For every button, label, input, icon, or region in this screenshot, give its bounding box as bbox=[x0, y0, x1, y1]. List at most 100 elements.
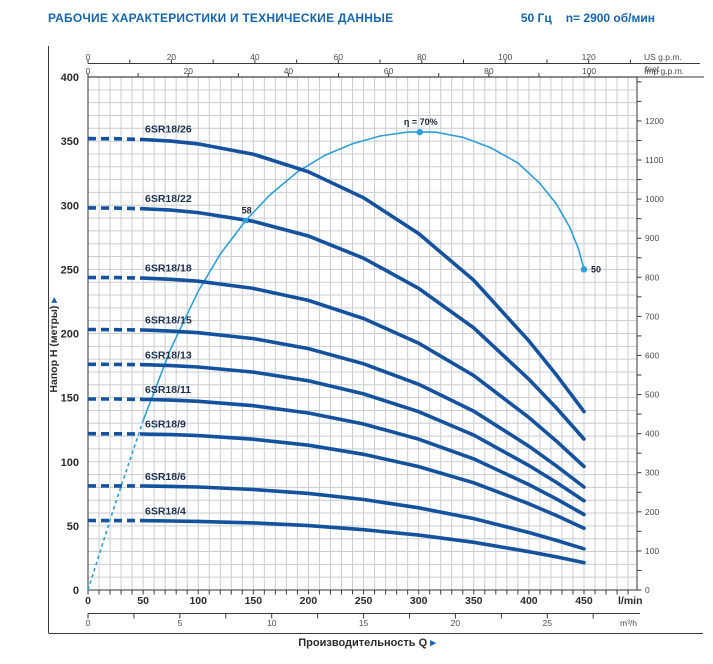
frequency-label: 50 Гц bbox=[520, 11, 552, 25]
svg-text:0: 0 bbox=[73, 585, 79, 597]
page-frame bbox=[48, 46, 703, 634]
svg-text:350: 350 bbox=[61, 136, 79, 148]
svg-text:400: 400 bbox=[645, 429, 659, 439]
svg-text:25: 25 bbox=[543, 618, 553, 628]
efficiency-markers: 58 η = 70% 50 bbox=[242, 117, 601, 274]
svg-text:60: 60 bbox=[384, 66, 394, 76]
svg-text:80: 80 bbox=[484, 66, 494, 76]
curve-label-6sr18-22: 6SR18/22 bbox=[145, 193, 192, 205]
svg-text:10: 10 bbox=[267, 618, 277, 628]
svg-text:1200: 1200 bbox=[645, 116, 664, 126]
us-gpm-unit-label: US g.p.m. bbox=[644, 52, 682, 62]
svg-text:400: 400 bbox=[61, 72, 79, 84]
svg-text:0: 0 bbox=[86, 618, 91, 628]
svg-text:100: 100 bbox=[189, 595, 207, 607]
svg-text:50: 50 bbox=[137, 595, 149, 607]
svg-text:800: 800 bbox=[645, 272, 659, 282]
svg-text:300: 300 bbox=[645, 468, 659, 478]
svg-text:1100: 1100 bbox=[645, 155, 664, 165]
y-axis-title: Напор H (метры) ▸ bbox=[48, 297, 60, 393]
curve-6sr18-11 bbox=[146, 397, 586, 517]
svg-text:100: 100 bbox=[61, 457, 79, 469]
imp-gpm-unit-label: Imp g.p.m. bbox=[644, 66, 684, 76]
svg-text:100: 100 bbox=[498, 52, 512, 62]
curve-6sr18-15 bbox=[146, 328, 586, 489]
axis-meters: 0 50 100 150 200 250 300 350 400 Напор H (метры) … bbox=[48, 72, 79, 597]
curve-label-6sr18-13: 6SR18/13 bbox=[145, 349, 192, 361]
curve-label-6sr18-18: 6SR18/18 bbox=[145, 262, 192, 274]
curve-label-6sr18-15: 6SR18/15 bbox=[145, 315, 192, 327]
efficiency-curve-dashed bbox=[87, 420, 144, 591]
svg-text:600: 600 bbox=[645, 350, 659, 360]
m3h-unit-label: m³/h bbox=[620, 618, 637, 628]
efficiency-marker bbox=[580, 266, 588, 273]
svg-text:0: 0 bbox=[86, 66, 91, 76]
curve-label-6sr18-9: 6SR18/9 bbox=[145, 419, 186, 431]
curve-6sr18-18 bbox=[146, 276, 586, 469]
svg-text:450: 450 bbox=[575, 595, 593, 607]
svg-text:50: 50 bbox=[67, 521, 79, 533]
svg-text:700: 700 bbox=[645, 311, 659, 321]
svg-text:100: 100 bbox=[645, 546, 659, 556]
curve-6sr18-18-dashed bbox=[87, 275, 149, 281]
svg-text:20: 20 bbox=[167, 52, 177, 62]
curve-6sr18-15-dashed bbox=[87, 327, 149, 332]
svg-text:Производительность Q ▸: Производительность Q ▸ bbox=[298, 637, 436, 649]
svg-text:350: 350 bbox=[465, 595, 483, 607]
efficiency-curve-solid bbox=[142, 131, 585, 421]
svg-text:20: 20 bbox=[451, 618, 461, 628]
axis-m3h: 0 5 10 15 20 25 m³/h bbox=[86, 613, 640, 628]
svg-text:60: 60 bbox=[334, 52, 344, 62]
speed-label: n= 2900 об/мин bbox=[565, 11, 655, 25]
efficiency-marker bbox=[416, 128, 423, 136]
x-axis-title: Производительность Q ▸ bbox=[298, 637, 436, 649]
svg-text:40: 40 bbox=[250, 52, 260, 62]
curve-6sr18-13 bbox=[146, 363, 586, 503]
curve-label-6sr18-4: 6SR18/4 bbox=[145, 505, 186, 517]
motor-specs: 50 Гц n= 2900 об/мин bbox=[507, 11, 655, 25]
page-title: РАБОЧИЕ ХАРАКТЕРИСТИКИ И ТЕХНИЧЕСКИЕ ДАН… bbox=[48, 11, 394, 25]
svg-text:500: 500 bbox=[645, 390, 659, 400]
svg-text:15: 15 bbox=[359, 618, 369, 628]
curve-6sr18-6 bbox=[146, 484, 586, 551]
axis-lmin: 0 50 100 150 200 250 300 350 400 450 l/min bbox=[85, 590, 643, 607]
svg-text:300: 300 bbox=[61, 200, 79, 212]
svg-text:150: 150 bbox=[245, 595, 263, 607]
svg-text:20: 20 bbox=[183, 66, 193, 76]
curve-label-6sr18-26: 6SR18/26 bbox=[145, 124, 192, 136]
curve-6sr18-22-dashed bbox=[87, 206, 149, 211]
svg-text:250: 250 bbox=[61, 264, 79, 276]
efficiency-marker-label: 58 bbox=[242, 206, 252, 216]
svg-text:80: 80 bbox=[417, 52, 427, 62]
lmin-unit-label: l/min bbox=[618, 595, 643, 607]
curve-6sr18-9 bbox=[146, 432, 586, 530]
svg-text:1000: 1000 bbox=[645, 194, 664, 204]
grid bbox=[87, 76, 638, 591]
svg-text:40: 40 bbox=[284, 66, 294, 76]
curve-6sr18-11-dashed bbox=[88, 397, 149, 402]
svg-text:200: 200 bbox=[645, 507, 659, 517]
curve-label-6sr18-6: 6SR18/6 bbox=[145, 471, 186, 483]
curve-6sr18-22 bbox=[146, 207, 586, 441]
curve-6sr18-26-dashed bbox=[87, 136, 149, 142]
axis-imp-gpm: 0 20 40 60 80 100 Imp g.p.m. bbox=[86, 66, 704, 78]
svg-text:900: 900 bbox=[645, 233, 659, 243]
pump-curves: 6SR18/26 6SR18/22 6SR18/18 6SR18/15 6SR18/13… bbox=[87, 124, 586, 565]
curve-6sr18-4 bbox=[146, 518, 586, 565]
svg-text:100: 100 bbox=[582, 66, 596, 76]
axis-us-gpm: 0 20 40 60 80 100 120 US g.p.m. bbox=[86, 52, 700, 64]
feet-unit-label: feet bbox=[645, 64, 660, 74]
efficiency-curve bbox=[87, 131, 585, 591]
axis-feet: 0 100 200 300 400 500 600 700 800 900 1000 1100 1200… bbox=[637, 64, 664, 595]
efficiency-marker-label: 50 bbox=[591, 264, 601, 274]
svg-text:400: 400 bbox=[520, 595, 538, 607]
efficiency-marker bbox=[243, 218, 249, 224]
curve-label-6sr18-11: 6SR18/11 bbox=[145, 384, 191, 396]
efficiency-marker-label: η = 70% bbox=[404, 117, 438, 127]
svg-text:300: 300 bbox=[410, 595, 428, 607]
curve-6sr18-13-dashed bbox=[87, 362, 149, 367]
svg-text:0: 0 bbox=[85, 595, 91, 607]
svg-text:120: 120 bbox=[582, 52, 596, 62]
